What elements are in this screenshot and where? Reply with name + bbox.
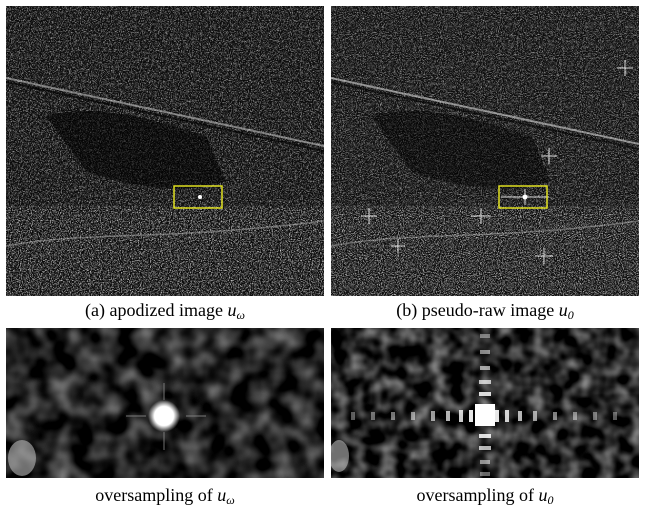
pseudo-raw-image <box>331 6 639 296</box>
caption-oversampling-apodized: oversampling of uω <box>95 485 235 507</box>
apodized-image <box>6 6 324 296</box>
oversampling-apodized-panel <box>6 328 324 478</box>
pseudo-raw-image-panel <box>331 6 639 296</box>
caption-apodized: (a) apodized image uω <box>85 300 245 322</box>
highlight-box <box>498 185 548 209</box>
apodized-image-panel <box>6 6 324 296</box>
oversampling-apodized-image <box>6 328 324 478</box>
oversampling-pseudo-raw-panel <box>331 328 639 478</box>
oversampling-pseudo-raw-image <box>331 328 639 478</box>
highlight-box <box>173 185 223 209</box>
caption-pseudo-raw: (b) pseudo-raw image u0 <box>396 300 574 322</box>
caption-oversampling-pseudo-raw: oversampling of u0 <box>416 485 554 507</box>
